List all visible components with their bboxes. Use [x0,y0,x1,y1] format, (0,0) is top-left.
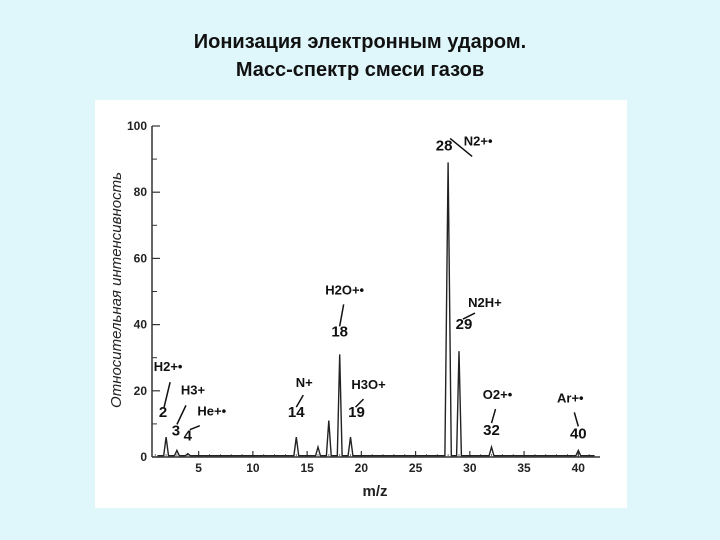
x-tick-label: 20 [355,461,369,475]
peak-arrow [573,412,580,427]
peak-arrow [354,398,365,408]
peak-label: 14 [288,404,305,421]
title-line-1: Ионизация электронным ударом. [193,31,527,53]
spectrum-line [157,162,595,457]
mass-spectrum-chart: Относительная интенсивность m/z 0 20 40 60 8… [108,119,600,500]
x-tick-label: 25 [409,461,423,475]
ion-label: H3+ [181,382,206,397]
peak-label: 19 [348,404,365,421]
x-tick-label: 15 [300,461,314,475]
spectrum-trace [157,162,595,457]
peak-label: 4 [184,428,193,445]
peak-arrow [449,137,473,157]
peak-label: 18 [331,323,348,340]
y-tick-label: 40 [134,318,148,332]
ion-label: H3O+ [351,377,386,392]
chart-figure: Относительная интенсивность m/z 0 20 40 60 8… [95,100,627,508]
x-axis-label: m/z [362,483,387,500]
ion-label: N2H+ [468,295,502,310]
peak-label: 28 [436,137,453,154]
peak-arrow [176,405,187,425]
peak-label: 29 [456,316,473,333]
ion-label: Ar+• [557,390,584,405]
peak-label: 40 [570,425,587,442]
y-axis-label: Относительная интенсивность [108,172,125,408]
peak-label: 2 [159,404,167,421]
peak-label: 3 [172,422,180,439]
axes: 0 20 40 60 80 100 5 10 15 20 25 30 35 40 [127,119,600,475]
x-tick-label: 35 [517,461,531,475]
title-line-2: Масс-спектр смеси газов [235,59,485,81]
x-tick-label: 40 [572,461,586,475]
x-tick-label: 10 [246,461,260,475]
peak-arrow [189,424,201,431]
y-tick-label: 60 [134,251,148,265]
peak-arrow [462,312,476,320]
ion-label: H2+• [154,359,183,374]
ion-label: He+• [197,404,226,419]
ion-label: H2O+• [325,282,364,297]
ion-label: N2+• [464,133,493,148]
slide-title: Ионизация электронным ударом. Масс-спект… [0,28,720,84]
x-tick-label: 5 [195,461,202,475]
ion-label: N+ [296,375,313,390]
peak-arrow [295,394,304,408]
y-tick-label: 20 [134,384,148,398]
x-tick-label: 30 [463,461,477,475]
y-tick-label: 0 [140,450,147,464]
ion-label: O2+• [483,387,513,402]
peak-arrow [338,304,345,327]
peak-arrow [490,408,497,424]
y-tick-label: 80 [134,185,148,199]
y-tick-label: 100 [127,119,147,133]
peak-label: 32 [483,422,500,439]
peak-arrow [163,381,171,408]
peak-annotations: 2 H2+• 3 H3+ 4 He+• 14 N+ 18 H2O+• 19 H3O+ 28 N2+• 29 N… [154,133,587,444]
